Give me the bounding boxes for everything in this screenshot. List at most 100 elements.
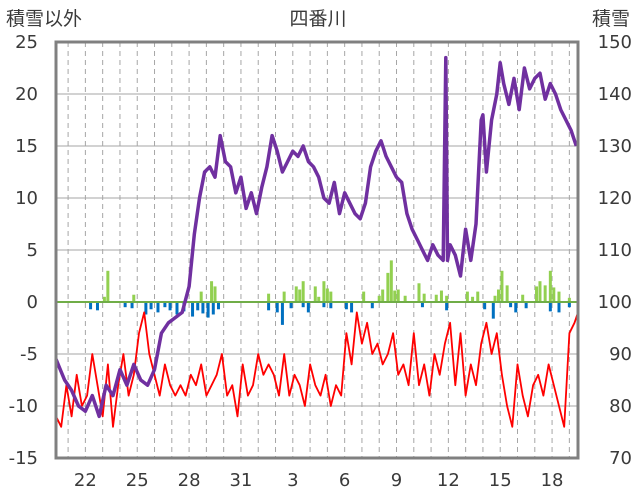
snow-depth-line	[54, 55, 578, 419]
precip-bar	[417, 283, 421, 302]
negative-bar	[95, 302, 99, 311]
negative-bar	[149, 302, 153, 310]
negative-bar	[196, 302, 200, 311]
precip-bar	[493, 295, 497, 302]
precip-bar	[557, 291, 561, 302]
precip-bar	[325, 288, 329, 302]
x-tick-label: 22	[74, 470, 97, 491]
negative-bar	[420, 302, 424, 308]
x-tick-label: 28	[178, 470, 201, 491]
negative-bar	[514, 302, 518, 313]
precip-bar	[377, 295, 381, 302]
precip-bar	[381, 289, 385, 302]
negative-bar	[557, 302, 561, 313]
negative-bar	[89, 302, 93, 310]
y-left-tick-label: 25	[15, 32, 38, 53]
y-left-axis-label: 積雪以外	[6, 8, 82, 30]
precip-bar	[422, 293, 426, 302]
negative-bar	[163, 302, 167, 308]
y-left-tick-label: 10	[15, 188, 38, 209]
x-tick-label: 6	[339, 470, 350, 491]
negative-bar	[175, 302, 179, 315]
precip-bar	[471, 296, 475, 302]
bar-series	[89, 260, 571, 325]
y-right-tick-label: 100	[598, 292, 632, 313]
precip-bar	[548, 270, 552, 302]
x-tick-label: 18	[541, 470, 564, 491]
plot-frame	[54, 40, 580, 460]
negative-bar	[156, 302, 160, 313]
negative-bar	[567, 302, 571, 308]
precip-bar	[521, 294, 525, 302]
precip-bar	[362, 291, 366, 302]
precip-bar	[132, 294, 136, 302]
precip-bar	[552, 287, 556, 302]
negative-bar	[216, 302, 220, 310]
precip-bar	[386, 272, 390, 302]
negative-bar	[322, 302, 326, 308]
negative-bar	[509, 302, 513, 308]
line-series	[54, 55, 579, 428]
y-left-tick-label: 15	[15, 136, 38, 157]
x-tick-label: 3	[287, 470, 298, 491]
precip-bar	[543, 285, 547, 302]
precip-bar	[329, 291, 333, 302]
y-right-tick-label: 70	[609, 448, 632, 469]
precip-bar	[301, 281, 305, 302]
negative-bar	[350, 302, 354, 313]
y-right-tick-label: 120	[598, 188, 632, 209]
negative-bar	[275, 302, 279, 313]
negative-bar	[344, 302, 348, 310]
precip-bar	[282, 291, 286, 302]
negative-bar	[191, 302, 195, 317]
negative-bar	[130, 302, 134, 309]
precip-bar	[505, 285, 509, 302]
x-tick-label: 15	[489, 470, 512, 491]
precip-bar	[322, 281, 326, 302]
precip-bar	[476, 291, 480, 302]
precip-bar	[445, 295, 449, 302]
negative-bar	[206, 302, 210, 318]
temperature-line	[55, 311, 579, 428]
precip-bar	[403, 295, 407, 302]
negative-bar	[445, 302, 449, 311]
y-right-tick-label: 140	[598, 84, 632, 105]
precip-bar	[210, 281, 214, 302]
y-left-tick-label: 20	[15, 84, 38, 105]
precip-bar	[199, 291, 203, 302]
precip-bar	[313, 286, 317, 302]
x-tick-label: 12	[437, 470, 460, 491]
precip-bar	[500, 270, 504, 302]
x-tick-label: 25	[126, 470, 149, 491]
precip-bar	[213, 286, 217, 302]
precip-bar	[389, 260, 393, 302]
precip-bar	[567, 297, 571, 302]
negative-bar	[280, 302, 284, 325]
precip-bar	[465, 291, 469, 302]
y-right-tick-label: 80	[609, 396, 632, 417]
tick-labels: 25 150 20 140 15 130 10 120 5 110 0 100 -5 90 -10 80 -15…	[9, 32, 632, 491]
negative-bar	[211, 302, 215, 315]
y-right-axis-label: 積雪	[592, 8, 630, 30]
negative-bar	[483, 302, 487, 310]
y-right-tick-label: 110	[598, 240, 632, 261]
y-right-tick-label: 130	[598, 136, 632, 157]
precip-bar	[439, 290, 443, 302]
negative-bar	[201, 302, 205, 314]
precip-bar	[298, 289, 302, 302]
precip-bar	[538, 281, 542, 302]
precip-bar	[535, 286, 539, 302]
negative-bar	[306, 302, 310, 313]
precip-bar	[267, 293, 271, 302]
negative-bar	[168, 302, 172, 311]
negative-bar	[524, 302, 528, 309]
y-left-tick-label: -15	[9, 448, 38, 469]
negative-bar	[123, 302, 127, 308]
negative-bar	[491, 302, 495, 319]
precip-bar	[106, 270, 110, 302]
negative-bar	[301, 302, 305, 308]
precip-bar	[294, 286, 298, 302]
y-right-tick-label: 150	[598, 32, 632, 53]
y-right-tick-label: 90	[609, 344, 632, 365]
